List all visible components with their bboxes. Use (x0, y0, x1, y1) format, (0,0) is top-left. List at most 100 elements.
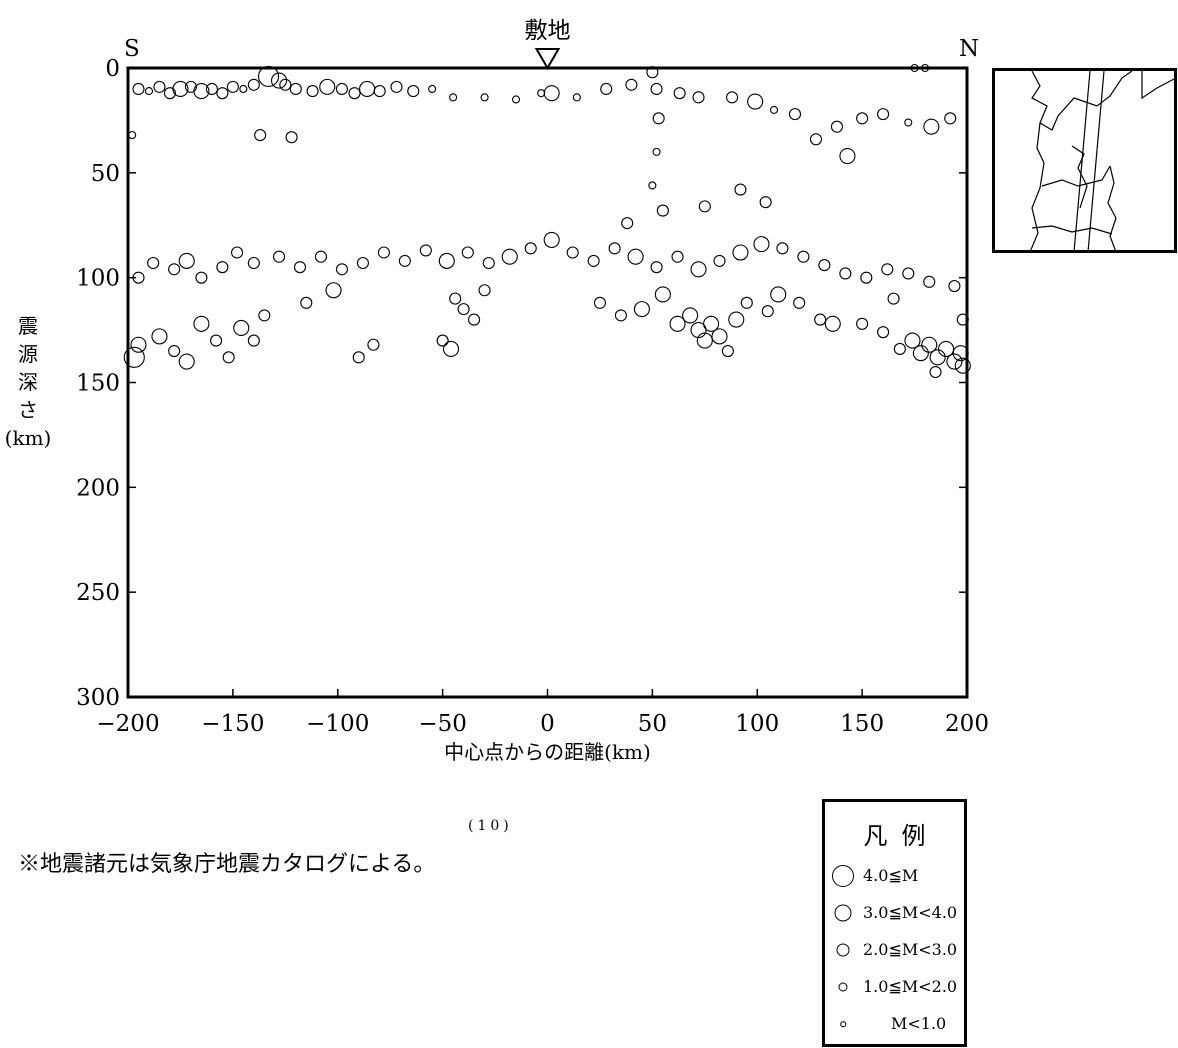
hypocenter-point (132, 82, 145, 96)
hypocenter-point (438, 252, 455, 269)
hypocenter-point (478, 284, 491, 297)
hypocenter-point (621, 217, 634, 230)
hypocenter-point (153, 80, 166, 93)
hypocenter-point (168, 263, 181, 276)
hypocenter-point (222, 351, 235, 364)
footnote: ※地震諸元は気象庁地震カタログによる。 (18, 852, 436, 877)
x-axis-title: 中心点からの距離(km) (444, 740, 651, 764)
legend-entry: 4.0≦M (825, 864, 964, 888)
hypocenter-point (254, 129, 267, 142)
hypocenter-point (614, 309, 627, 322)
hypocenter-point (377, 246, 390, 259)
hypocenter-point (335, 82, 348, 96)
hypocenter-point (920, 63, 930, 73)
hypocenter-point (912, 345, 929, 362)
hypocenter-point (373, 85, 386, 98)
hypocenter-point (856, 112, 869, 125)
hypocenter-point (923, 118, 940, 135)
y-axis-title-char: さ (18, 398, 38, 422)
hypocenter-point (814, 313, 827, 326)
hypocenter-point (543, 231, 560, 248)
hypocenter-point (428, 84, 437, 94)
x-tick-label: 150 (840, 711, 884, 737)
hypocenter-point (231, 246, 244, 259)
legend-entry: 3.0≦M<4.0 (825, 901, 964, 925)
y-axis-title-char: 源 (18, 342, 38, 366)
hypocenter-point (713, 254, 726, 267)
hypocenter-point (648, 181, 657, 190)
hypocenter-point (130, 336, 147, 353)
hypocenter-point (226, 80, 239, 93)
hypocenter-point (696, 332, 713, 349)
hypocenter-point (325, 282, 342, 299)
x-tick-label: 200 (945, 711, 989, 737)
y-axis-title-char: 深 (18, 370, 38, 394)
hypocenter-point (761, 305, 774, 318)
hypocenter-point (921, 336, 938, 353)
hypocenter-point (954, 357, 971, 374)
hypocenter-point (669, 315, 686, 332)
hypocenter-point (205, 82, 218, 96)
hypocenter-point (147, 256, 160, 270)
hypocenter-point (856, 317, 869, 330)
direction-north-label: N (959, 36, 979, 62)
hypocenter-point (893, 342, 906, 356)
hypocenter-point (929, 349, 946, 366)
hypocenter-point (904, 118, 913, 127)
hypocenter-point (728, 311, 745, 328)
hypocenter-point (944, 112, 957, 125)
hypocenter-point (468, 313, 481, 326)
hypocenter-point (600, 82, 613, 96)
y-tick-label: 100 (76, 266, 120, 292)
x-tick-label: −100 (306, 711, 369, 737)
location-map-inset (992, 68, 1177, 253)
hypocenter-point (270, 72, 288, 89)
hypocenter-point (461, 246, 474, 259)
legend-entry: 1.0≦M<2.0 (825, 975, 964, 999)
hypocenter-point (257, 65, 280, 87)
hypocenter-point (272, 250, 286, 263)
hypocenter-point (877, 108, 890, 121)
hypocenter-point (449, 93, 458, 102)
y-tick-label: 150 (76, 371, 120, 397)
hypocenter-point (247, 334, 260, 347)
hypocenter-point (726, 91, 739, 104)
hypocenter-point (627, 248, 644, 265)
hypocenter-point (904, 332, 921, 349)
hypocenter-point (652, 147, 661, 156)
hypocenter-point (524, 242, 537, 255)
hypocenter-point (860, 271, 873, 284)
hypocenter-point (216, 261, 229, 274)
hypocenter-points (123, 63, 971, 379)
hypocenter-point (163, 87, 176, 100)
legend-label: 2.0≦M<3.0 (863, 940, 958, 959)
site-marker-label: 敷地 (525, 18, 571, 44)
hypocenter-point (436, 334, 449, 347)
legend-symbol (836, 943, 850, 957)
hypocenter-point (195, 271, 208, 284)
hypocenter-point (690, 261, 707, 278)
legend-label: M<1.0 (891, 1014, 947, 1033)
x-tick-label: −50 (418, 711, 467, 737)
hypocenter-point (285, 131, 298, 144)
legend-symbol (832, 865, 854, 887)
hypocenter-point (419, 244, 432, 257)
x-tick-label: 100 (735, 711, 779, 737)
hypocenter-point (566, 246, 579, 259)
hypocenter-point (348, 87, 361, 100)
hypocenter-point (769, 105, 779, 114)
hypocenter-point (319, 78, 336, 95)
hypocenter-point (123, 346, 145, 368)
hypocenter-point (501, 248, 518, 265)
x-tick-label: 0 (540, 711, 555, 737)
legend-symbol (834, 904, 852, 922)
hypocenter-point (210, 334, 223, 347)
hypocenter-point (633, 301, 650, 318)
hypocenter-point (279, 78, 292, 91)
footnote-reference: (10) (468, 818, 513, 834)
hypocenter-point (367, 338, 380, 351)
hypocenter-point (314, 250, 328, 263)
x-tick-label: 50 (638, 711, 667, 737)
legend-label: 1.0≦M<2.0 (863, 977, 958, 996)
